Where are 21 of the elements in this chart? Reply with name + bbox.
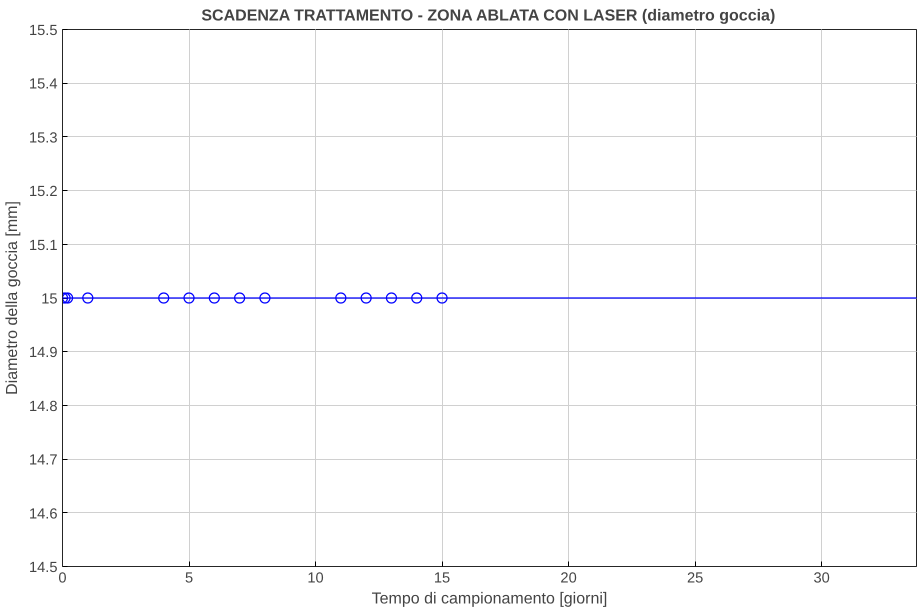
- x-tick-label: 25: [686, 570, 704, 586]
- x-tick-label: 15: [434, 570, 450, 586]
- y-tick-label: 14.5: [28, 560, 58, 576]
- x-axis-title: Tempo di campionamento [giorni]: [372, 590, 608, 608]
- x-tick-label: 5: [184, 570, 194, 586]
- y-tick-label: 15.2: [28, 184, 58, 200]
- y-tick-label: 14.9: [28, 345, 58, 362]
- y-tick-label: 14.8: [28, 398, 58, 415]
- chart-title: SCADENZA TRATTAMENTO - ZONA ABLATA CON LASER (diametro goccia): [201, 8, 776, 24]
- y-axis-title: Diametro della goccia [mm]: [4, 201, 21, 395]
- y-tick-label: 15.4: [28, 76, 58, 93]
- y-tick-label: 15.5: [28, 23, 58, 39]
- x-tick-label: 10: [307, 570, 324, 586]
- y-tick-label: 14.7: [28, 452, 58, 469]
- x-tick-label: 20: [560, 570, 577, 586]
- y-tick-label: 15.1: [28, 238, 58, 254]
- y-tick-label: 15.3: [28, 130, 58, 146]
- x-tick-label: 30: [813, 570, 830, 586]
- y-tick-label: 14.6: [28, 506, 58, 522]
- x-tick-label: 0: [58, 570, 67, 586]
- y-tick-label: 15: [41, 292, 58, 308]
